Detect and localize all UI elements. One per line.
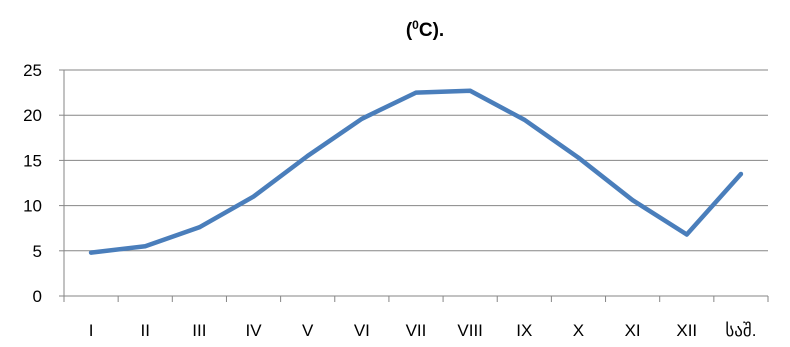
data-point xyxy=(251,194,256,199)
x-tick-label: IV xyxy=(246,321,263,340)
x-tick-label: XI xyxy=(625,321,641,340)
y-tick-label: 20 xyxy=(23,106,42,125)
y-tick-label: 10 xyxy=(23,197,42,216)
x-tick-label: X xyxy=(573,321,584,340)
x-tick-label: VII xyxy=(406,321,427,340)
data-point xyxy=(468,88,473,93)
data-point xyxy=(143,244,148,249)
x-tick-label: XII xyxy=(676,321,697,340)
x-axis-ticks: I II III IV V VI VII VIII IX X XI XII საშ. xyxy=(89,321,757,340)
x-tick-label: საშ. xyxy=(725,321,756,340)
data-point xyxy=(414,90,418,95)
data-point xyxy=(305,153,310,158)
data-point xyxy=(89,250,94,255)
data-point xyxy=(630,198,635,203)
x-tick-label: VIII xyxy=(457,321,483,340)
y-tick-label: 0 xyxy=(33,287,42,306)
x-tick-label: VI xyxy=(354,321,370,340)
data-point xyxy=(359,116,364,121)
series-layer xyxy=(88,88,744,255)
y-tick-label: 25 xyxy=(23,61,42,80)
y-axis-ticks: 0 5 10 15 20 25 xyxy=(23,61,42,306)
data-point xyxy=(576,155,581,160)
data-point xyxy=(197,225,202,230)
y-tick-label: 5 xyxy=(33,242,42,261)
x-tick-label: IX xyxy=(516,321,532,340)
chart-title: (0C). xyxy=(406,18,444,41)
y-tick-label: 15 xyxy=(23,151,42,170)
axes xyxy=(59,69,769,302)
gridlines xyxy=(64,69,768,252)
x-tick-label: II xyxy=(141,321,150,340)
x-tick-label: V xyxy=(302,321,314,340)
data-point xyxy=(684,232,689,237)
data-point xyxy=(738,171,743,176)
data-point xyxy=(522,117,527,122)
x-tick-label: I xyxy=(89,321,94,340)
x-tick-label: III xyxy=(192,321,206,340)
